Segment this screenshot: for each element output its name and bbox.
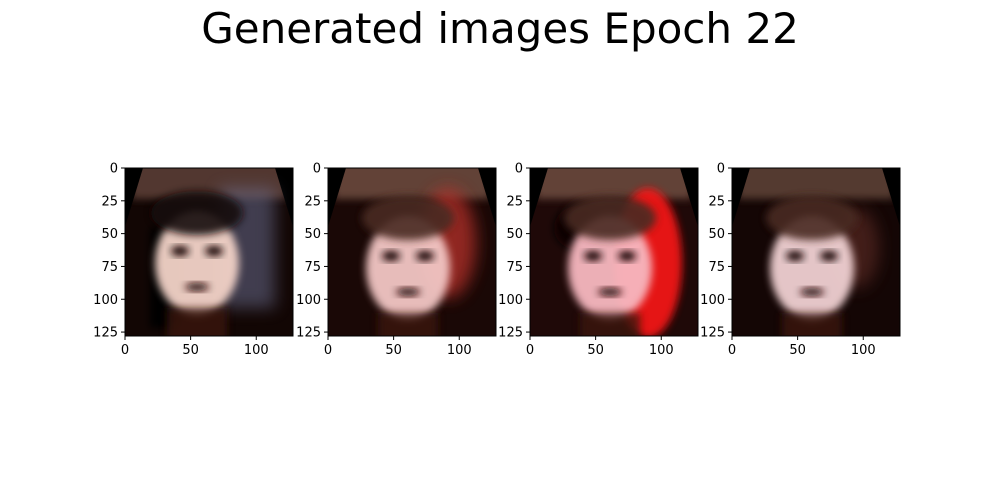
image-panel-1: 0 50 100 0 25 50 75 100 125 [93,162,294,358]
y-tick-label: 100 [498,293,523,308]
figure-title: Generated images Epoch 22 [201,4,799,53]
generated-image-2 [328,168,496,336]
x-tick-label: 50 [789,343,806,358]
x-tick-label: 0 [324,343,332,358]
x-tick-label: 0 [526,343,534,358]
y-tick-label: 50 [101,227,118,242]
y-tick-label: 125 [93,326,118,341]
y-tick-label: 50 [506,227,523,242]
x-tick-label: 50 [587,343,604,358]
axes-frame [529,167,699,337]
y-tick-label: 0 [110,162,118,177]
x-tick-label: 50 [182,343,199,358]
axes-frame [327,167,497,337]
generated-image-3 [530,168,698,336]
y-tick-label: 100 [700,293,725,308]
y-tick-label: 75 [506,260,523,275]
y-tick-label: 125 [296,326,321,341]
x-tick-label: 100 [649,343,674,358]
y-tick-label: 25 [101,194,118,209]
generated-image-1 [125,168,293,336]
y-tick-label: 0 [717,162,725,177]
image-panel-3: 0 50 100 0 25 50 75 100 125 [498,162,699,358]
x-tick-label: 0 [728,343,736,358]
generated-image-4 [732,168,900,336]
y-tick-label: 25 [506,194,523,209]
y-tick-label: 25 [708,194,725,209]
y-tick-label: 50 [708,227,725,242]
y-tick-label: 75 [304,260,321,275]
x-tick-label: 100 [851,343,876,358]
x-tick-label: 0 [121,343,129,358]
y-tick-label: 0 [313,162,321,177]
image-panel-4: 0 50 100 0 25 50 75 100 125 [700,162,901,358]
y-tick-label: 125 [498,326,523,341]
x-tick-label: 50 [385,343,402,358]
axes-frame [731,167,901,337]
y-tick-label: 25 [304,194,321,209]
x-tick-label: 100 [244,343,269,358]
image-panel-2: 0 50 100 0 25 50 75 100 125 [296,162,497,358]
x-tick-label: 100 [447,343,472,358]
y-tick-label: 75 [101,260,118,275]
y-tick-label: 100 [296,293,321,308]
y-tick-label: 125 [700,326,725,341]
y-tick-label: 100 [93,293,118,308]
y-tick-label: 50 [304,227,321,242]
y-tick-label: 75 [708,260,725,275]
y-tick-label: 0 [515,162,523,177]
axes-frame [124,167,294,337]
